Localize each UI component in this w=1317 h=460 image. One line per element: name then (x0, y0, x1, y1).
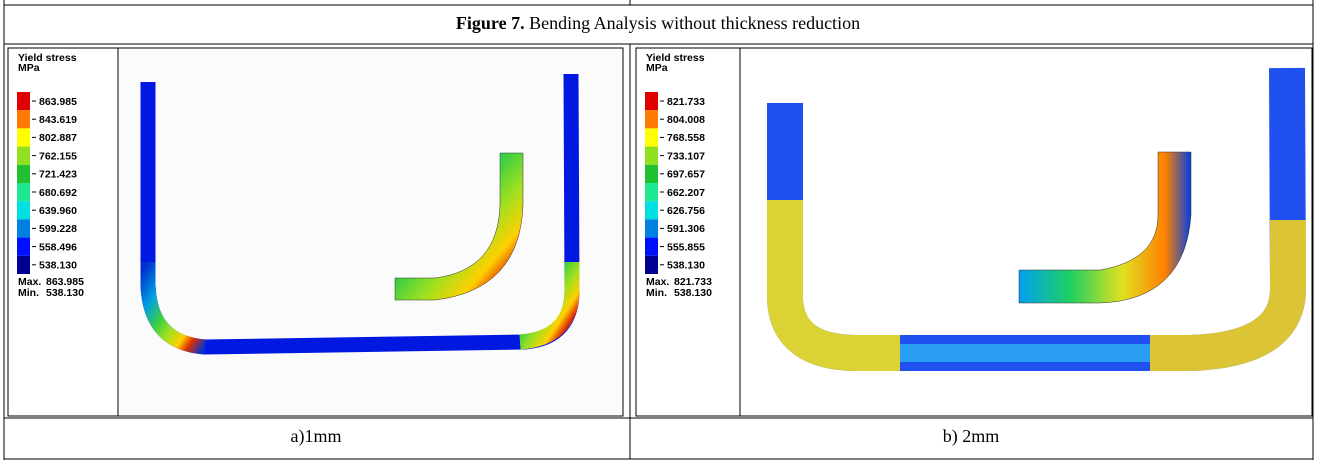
legend-swatch (645, 256, 658, 274)
legend-level: 733.107 (667, 150, 705, 162)
panel-caption: b) 2mm (943, 426, 1000, 447)
legend-level: 804.008 (667, 114, 705, 126)
legend-level: 843.619 (39, 114, 77, 126)
figure-text: Bending Analysis without thickness reduc… (529, 13, 860, 33)
legend-swatch (17, 238, 30, 256)
legend-swatch (645, 201, 658, 219)
panel-a-image (8, 48, 623, 416)
min-value: 538.130 (674, 287, 712, 299)
figure-caption: Figure 7. Bending Analysis without thick… (456, 13, 860, 33)
legend-level: 591.306 (667, 223, 705, 235)
legend-swatch (17, 165, 30, 183)
legend-swatch (645, 238, 658, 256)
legend-level: 802.887 (39, 132, 77, 144)
legend-level: 697.657 (667, 169, 705, 181)
legend-swatch (17, 219, 30, 237)
panel-b-image (636, 48, 1312, 416)
legend-level: 680.692 (39, 187, 77, 199)
legend-level: 821.733 (667, 96, 705, 108)
legend-level: 863.985 (39, 96, 77, 108)
legend-level: 639.960 (39, 205, 77, 217)
legend-swatch (645, 147, 658, 165)
legend-swatch (17, 92, 30, 110)
legend-swatch (645, 110, 658, 128)
legend-level: 599.228 (39, 223, 77, 235)
panel-caption: a)1mm (291, 426, 342, 447)
legend-swatch (645, 128, 658, 146)
legend-level: 721.423 (39, 169, 77, 181)
legend-swatch (645, 183, 658, 201)
legend-swatch (17, 256, 30, 274)
legend-swatch (17, 110, 30, 128)
legend-unit: MPa (646, 62, 668, 74)
legend-swatch (17, 201, 30, 219)
figure-table: Figure 7. Bending Analysis without thick… (0, 0, 1317, 460)
legend-level: 538.130 (667, 260, 705, 272)
legend-level: 558.496 (39, 241, 77, 253)
legend-level: 626.756 (667, 205, 705, 217)
legend-level: 555.855 (667, 241, 705, 253)
legend-level: 762.155 (39, 150, 77, 162)
min-label: Min. (18, 287, 39, 299)
figure-label: Figure 7. (456, 13, 525, 33)
legend-level: 538.130 (39, 260, 77, 272)
legend-swatch (645, 92, 658, 110)
legend-unit: MPa (18, 62, 40, 74)
legend-swatch (17, 147, 30, 165)
min-label: Min. (646, 287, 667, 299)
legend-swatch (645, 165, 658, 183)
legend-level: 662.207 (667, 187, 705, 199)
legend-level: 768.558 (667, 132, 705, 144)
legend-swatch (17, 128, 30, 146)
min-value: 538.130 (46, 287, 84, 299)
legend-swatch (17, 183, 30, 201)
legend-swatch (645, 219, 658, 237)
